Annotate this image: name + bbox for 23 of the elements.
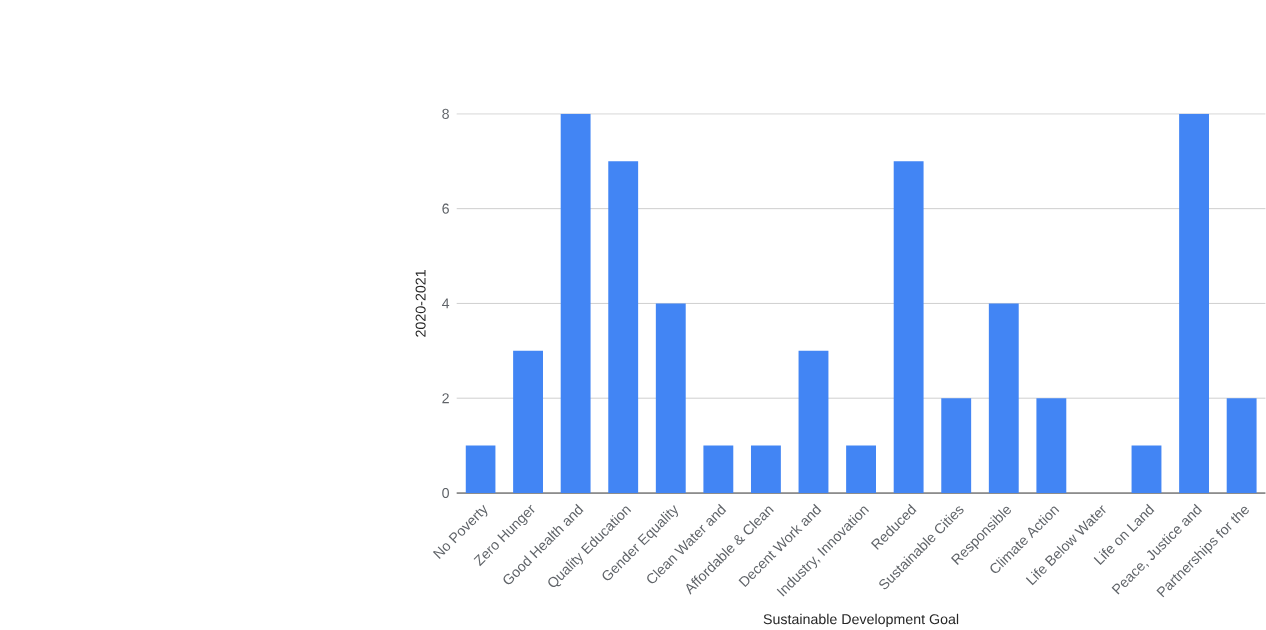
bar xyxy=(1131,445,1162,493)
y-tick-label: 2 xyxy=(442,393,449,404)
y-tick-label: 4 xyxy=(441,298,450,309)
bar xyxy=(655,303,686,493)
bar xyxy=(941,398,972,493)
bar xyxy=(1226,398,1257,493)
bar xyxy=(608,161,639,493)
bar xyxy=(703,445,734,493)
y-axis-title: 2020-2021 xyxy=(415,270,426,337)
bar xyxy=(846,445,876,493)
bar xyxy=(750,445,781,493)
bar xyxy=(1179,113,1210,493)
bar xyxy=(893,161,924,493)
bar xyxy=(1036,398,1067,493)
bar xyxy=(513,350,543,493)
y-tick-label: 0 xyxy=(442,487,449,498)
bar xyxy=(465,445,496,493)
bar xyxy=(560,113,591,493)
y-tick-label: 8 xyxy=(442,108,449,119)
bar xyxy=(988,303,1019,493)
y-tick-label: 6 xyxy=(442,203,449,214)
bar xyxy=(798,350,829,493)
x-axis-title: Sustainable Development Goal xyxy=(763,613,959,627)
